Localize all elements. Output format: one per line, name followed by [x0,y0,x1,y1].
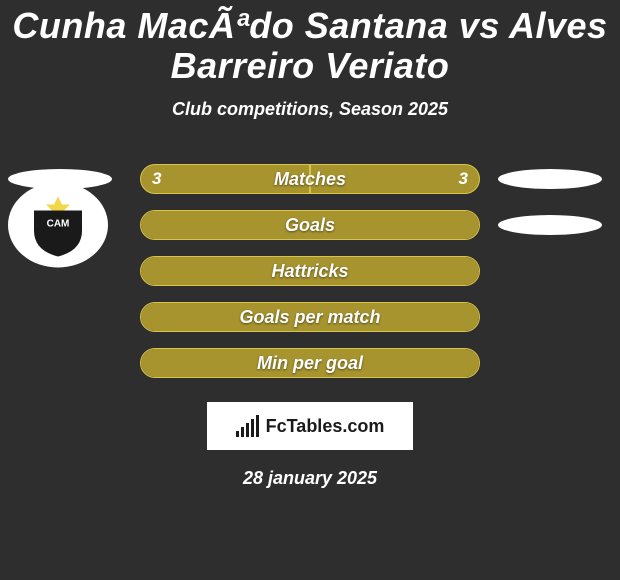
stat-label: Min per goal [141,349,479,377]
page-subtitle: Club competitions, Season 2025 [0,99,620,120]
club-crest-avatar: CAM [8,183,108,268]
svg-text:CAM: CAM [47,219,70,230]
stat-label: Goals per match [141,303,479,331]
stat-label: Goals [141,211,479,239]
club-crest-icon: CAM [28,195,88,257]
player-right-avatar [498,215,602,235]
stat-label: Matches [140,164,480,194]
stat-bar-matches: 3 Matches 3 [140,164,480,194]
source-logo-text: FcTables.com [266,416,385,437]
page-title: Cunha MacÃªdo Santana vs Alves Barreiro … [0,0,620,89]
stat-row: Hattricks [0,256,620,286]
stat-bar-goals: Goals [140,210,480,240]
ellipse-icon [498,169,602,189]
stat-row: Goals per match [0,302,620,332]
stat-value-right: 3 [459,164,468,194]
stat-label: Hattricks [141,257,479,285]
ellipse-icon [498,215,602,235]
stat-bar-gpm: Goals per match [140,302,480,332]
stat-row: Min per goal [0,348,620,378]
stat-bar-mpg: Min per goal [140,348,480,378]
player-right-avatar [498,169,602,189]
stat-bar-hattricks: Hattricks [140,256,480,286]
stat-row: CAM Goals [0,210,620,240]
footer-date: 28 january 2025 [0,468,620,489]
player-left-avatar: CAM [8,183,108,268]
source-logo: FcTables.com [207,402,413,450]
stats-container: 3 Matches 3 CAM Goals [0,164,620,378]
bar-chart-icon [236,415,260,437]
